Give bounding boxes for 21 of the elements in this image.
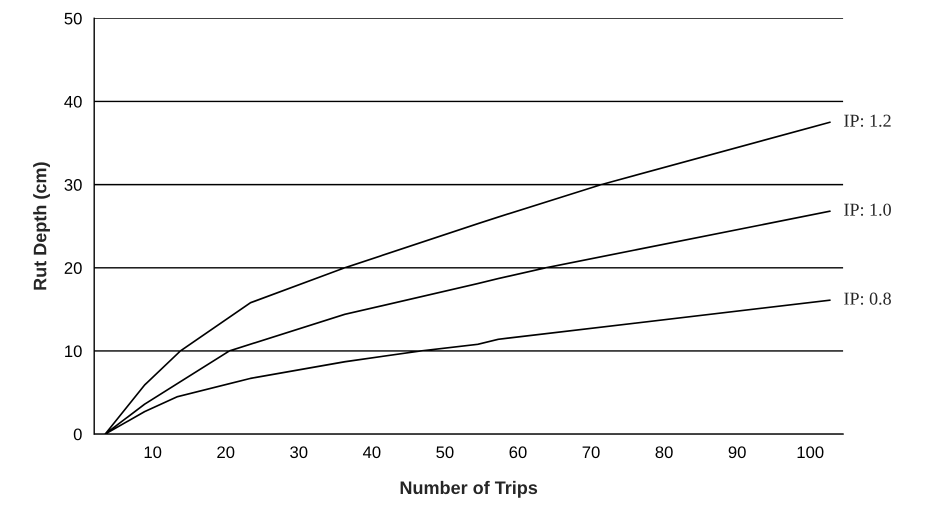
y-tick-label: 0	[74, 428, 82, 440]
x-tick-label: 40	[362, 446, 380, 458]
x-tick-label: 10	[144, 446, 162, 458]
y-axis-title: Rut Depth (cm)	[33, 162, 50, 290]
y-tick-label: 50	[64, 12, 82, 25]
x-tick-label: 30	[290, 446, 308, 458]
x-tick-label: 90	[728, 446, 746, 458]
x-tick-label: 20	[217, 446, 234, 458]
x-axis-title: Number of Trips	[400, 480, 538, 498]
x-tick-label: 70	[582, 446, 600, 458]
series-label: IP: 1.2	[844, 114, 891, 127]
y-tick-label: 20	[64, 262, 82, 274]
y-tick-label: 40	[64, 96, 82, 108]
x-tick-label: 80	[656, 446, 673, 458]
x-tick-label: 60	[510, 446, 527, 458]
x-tick-label: 100	[798, 446, 824, 458]
series-label: IP: 1.0	[844, 204, 891, 216]
y-tick-label: 30	[64, 179, 82, 191]
y-tick-label: 10	[65, 345, 82, 358]
x-tick-label: 50	[436, 446, 454, 458]
series-label: IP: 0.8	[844, 292, 891, 305]
